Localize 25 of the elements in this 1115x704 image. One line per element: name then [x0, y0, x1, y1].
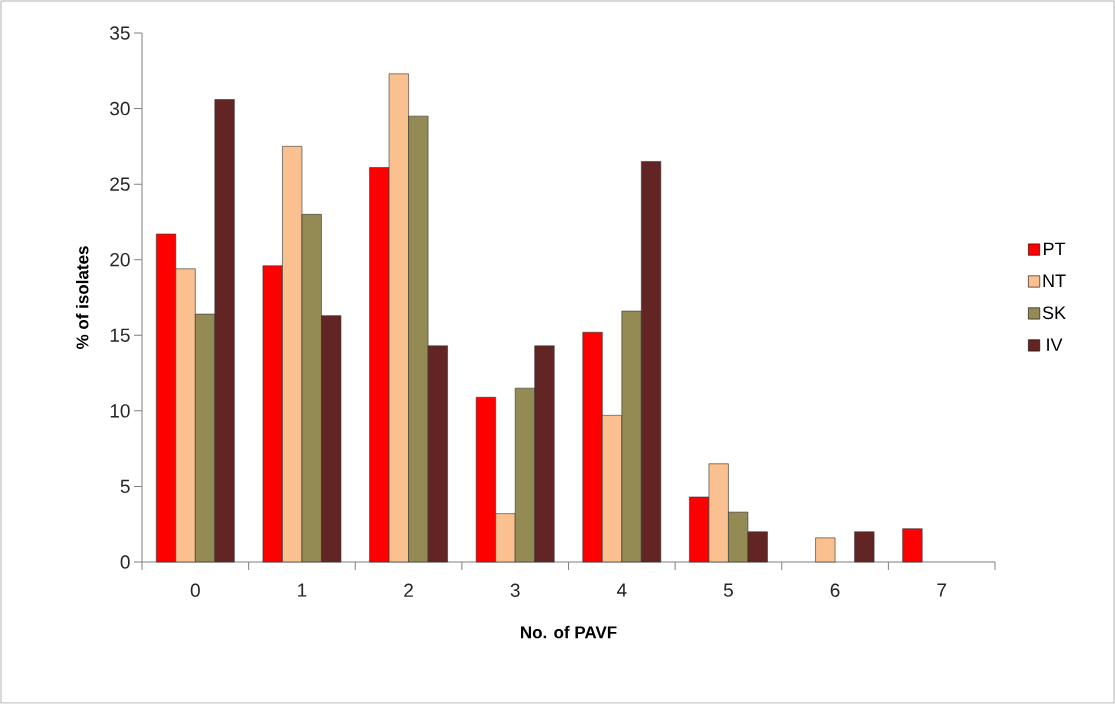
bar: [854, 531, 875, 563]
y-tick-label: 15: [110, 328, 130, 342]
y-tick-label: 35: [110, 26, 130, 40]
x-tick-label: 1: [298, 583, 307, 597]
x-tick-label: 2: [404, 583, 413, 597]
x-tick-label: 0: [190, 583, 200, 597]
y-tick-label: 10: [110, 404, 130, 418]
y-tick-label: 5: [120, 479, 130, 494]
y-tick-label: 25: [110, 177, 130, 191]
y-axis-title: % of isolates: [75, 246, 89, 350]
y-tick-label: 30: [110, 101, 130, 116]
bar: [902, 528, 923, 563]
y-tick-label: 20: [110, 252, 130, 267]
legend-label: IV: [1047, 338, 1063, 351]
x-axis-title: No. of PAVF: [521, 625, 617, 639]
x-tick-label: 3: [510, 583, 520, 597]
x-tick-label: 5: [723, 583, 733, 597]
x-tick-label: 4: [616, 583, 627, 597]
legend-label: NT: [1043, 274, 1066, 287]
legend-label: SK: [1042, 306, 1066, 320]
bar: [815, 537, 836, 563]
x-tick-label: 6: [830, 583, 840, 597]
x-tick-label: 7: [937, 583, 947, 597]
y-tick-label: 0: [120, 555, 130, 569]
legend-label: PT: [1044, 242, 1066, 256]
